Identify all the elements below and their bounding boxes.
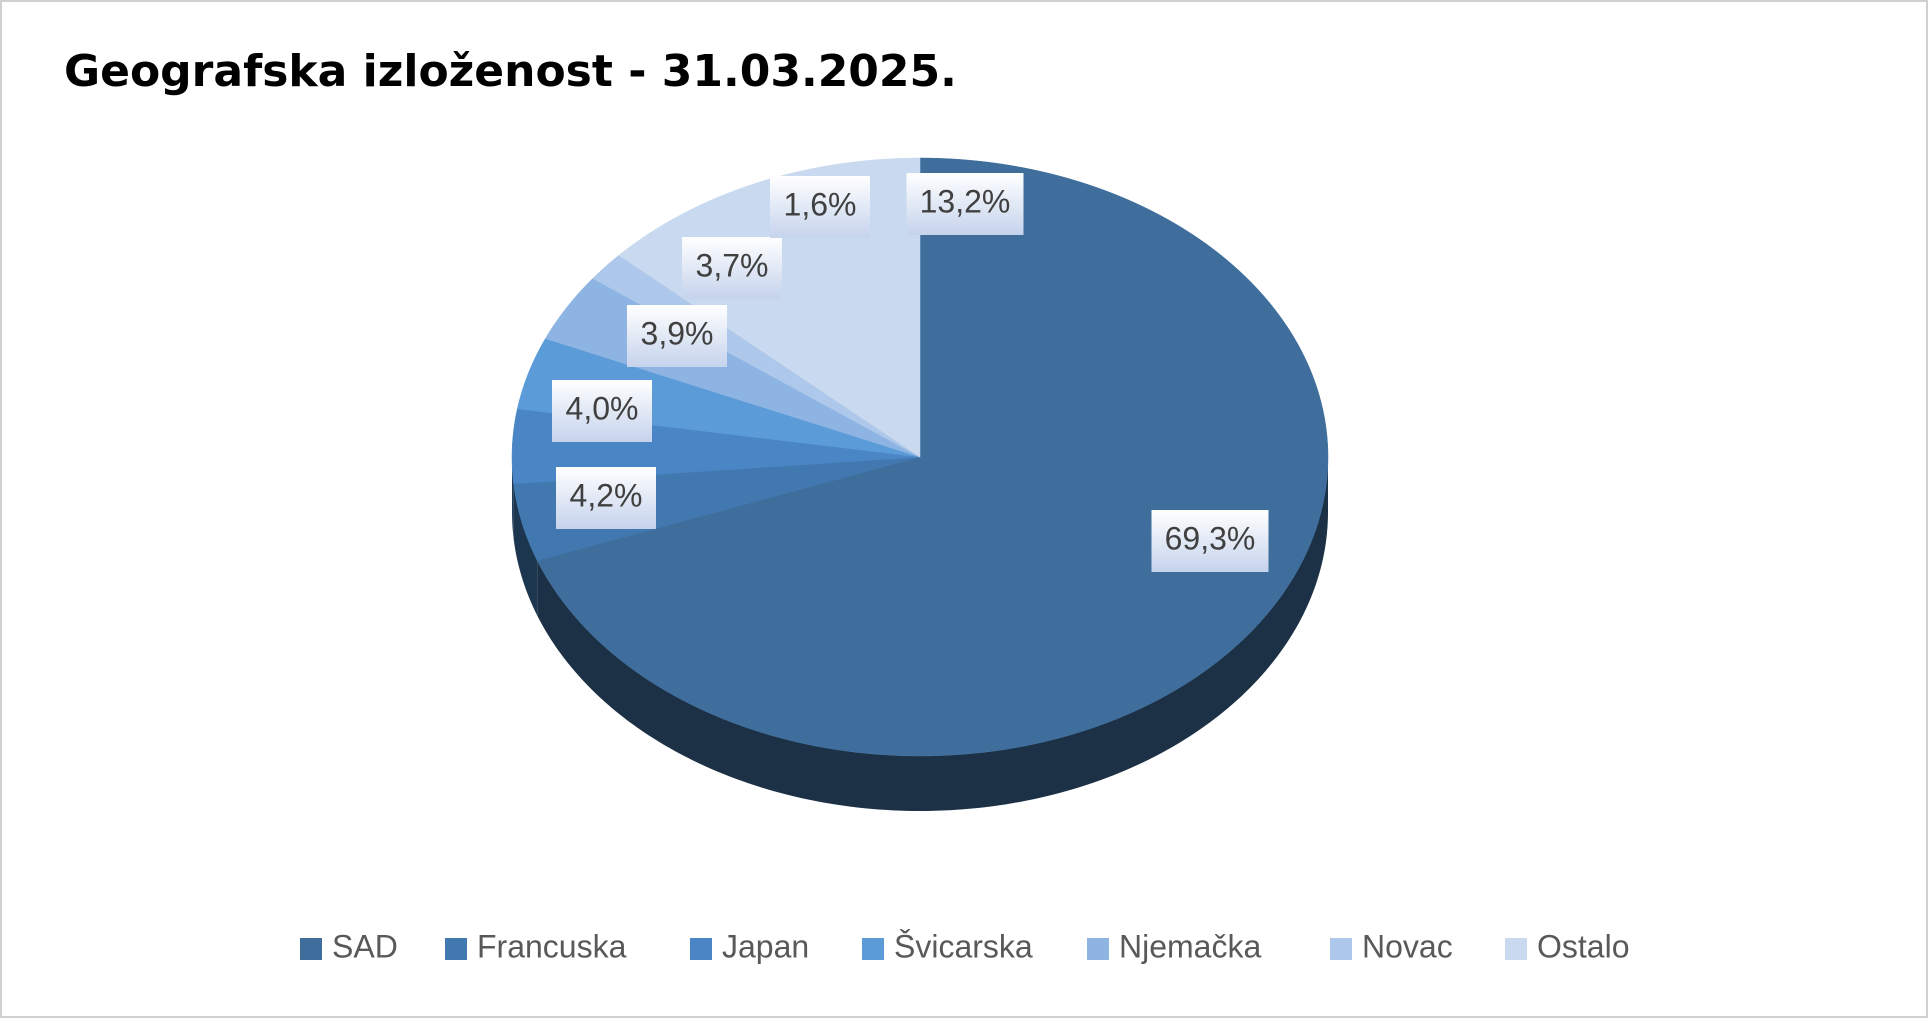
data-label: 3,9%: [641, 315, 714, 351]
legend-label: Švicarska: [894, 928, 1033, 964]
pie-side: [537, 457, 1328, 811]
legend-swatch: [1087, 938, 1109, 960]
legend-swatch: [1505, 938, 1527, 960]
legend-swatch: [862, 938, 884, 960]
legend-swatch: [300, 938, 322, 960]
label-box: [1151, 510, 1269, 572]
pie-slice: [517, 338, 921, 458]
legend-swatch: [1330, 938, 1352, 960]
legend-label: Novac: [1362, 928, 1453, 964]
label-box: [906, 173, 1024, 235]
data-label: 4,2%: [570, 477, 643, 513]
legend-label: Njemačka: [1119, 928, 1261, 964]
legend-swatch: [690, 938, 712, 960]
data-label: 4,0%: [566, 390, 639, 426]
legend-label: Francuska: [477, 928, 627, 964]
data-label: 69,3%: [1165, 520, 1256, 556]
data-label: 13,2%: [920, 183, 1011, 219]
label-box: [770, 176, 870, 238]
label-box: [556, 467, 656, 529]
label-box: [627, 305, 727, 367]
legend-label: Ostalo: [1537, 928, 1629, 964]
data-label: 1,6%: [784, 186, 857, 222]
label-box: [682, 237, 782, 299]
legend-label: Japan: [722, 928, 809, 964]
chart-title: Geografska izloženost - 31.03.2025.: [64, 46, 957, 97]
legend-swatch: [445, 938, 467, 960]
data-label: 3,7%: [696, 247, 769, 283]
pie-side: [513, 483, 538, 616]
label-box: [552, 380, 652, 442]
pie-slice: [536, 157, 1329, 757]
legend-label: SAD: [332, 928, 398, 964]
pie-side: [512, 457, 514, 539]
